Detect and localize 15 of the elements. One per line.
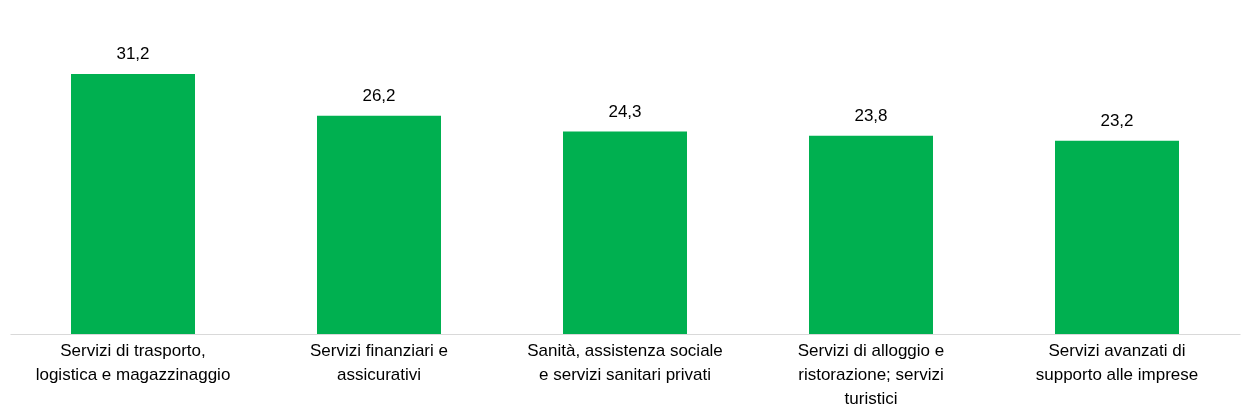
bar: [1055, 140, 1179, 334]
data-label: 31,2: [116, 44, 150, 63]
bar: [71, 74, 195, 334]
bar: [563, 131, 687, 334]
x-tick-label: Servizi di alloggio e ristorazione; servizi turistici: [797, 340, 945, 408]
data-label: 26,2: [362, 85, 396, 105]
data-label: 23,2: [1100, 110, 1134, 130]
x-tick-label: Servizi di trasporto, logistica e magazzinaggio: [35, 340, 231, 384]
data-label: 23,8: [854, 105, 888, 125]
bar: [317, 115, 441, 334]
x-tick-label: Servizi avanzati di supporto alle imprese: [1035, 340, 1199, 384]
bar: [809, 135, 933, 334]
data-label: 24,3: [608, 101, 642, 121]
x-tick-label: Sanità, assistenza sociale e servizi sanitari privati: [527, 340, 723, 384]
x-tick-label: Servizi finanziari e assicurativi: [310, 340, 448, 384]
